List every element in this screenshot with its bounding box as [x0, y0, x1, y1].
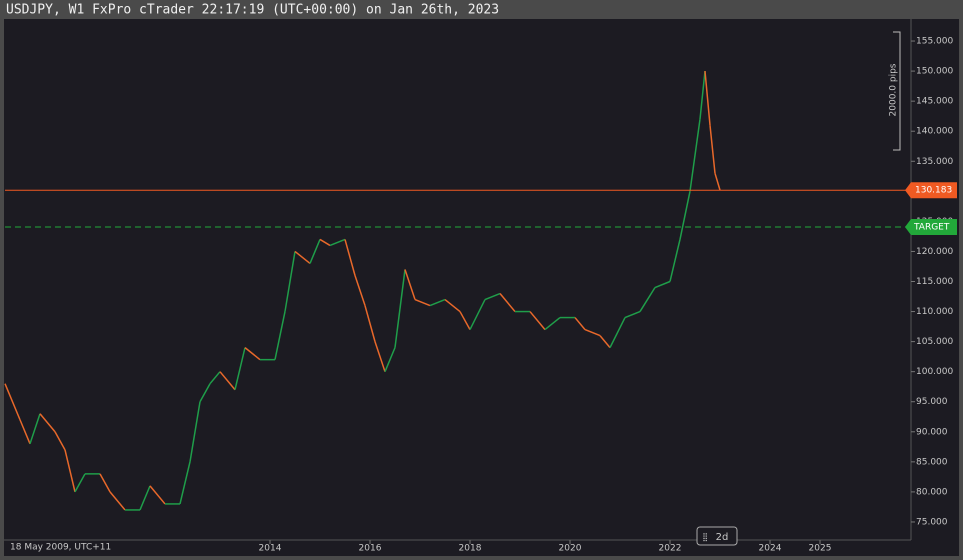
price-segment	[274, 311, 286, 360]
price-segment	[714, 173, 721, 191]
price-segment	[139, 485, 151, 511]
price-segment	[429, 298, 446, 307]
price-segment	[99, 473, 111, 493]
price-segment	[189, 401, 201, 462]
x-tick-label: 2018	[459, 544, 482, 554]
price-segment	[699, 71, 706, 120]
price-segment	[149, 485, 166, 505]
price-segment	[654, 280, 671, 289]
price-segment	[689, 119, 701, 192]
x-tick-label: 2014	[259, 544, 282, 554]
price-segment	[209, 371, 221, 385]
y-tick-label: 85.000	[916, 457, 948, 467]
y-tick-label: 105.000	[916, 337, 953, 347]
price-segment	[199, 383, 211, 403]
price-segment	[219, 371, 236, 391]
price-segment	[544, 316, 561, 331]
price-segment	[29, 413, 41, 445]
price-segment	[384, 347, 396, 372]
x-tick-label: 2022	[659, 544, 682, 554]
chart-title: USDJPY, W1 FxPro cTrader 22:17:19 (UTC+0…	[6, 3, 499, 18]
price-segment	[344, 239, 356, 276]
price-segment	[309, 239, 321, 264]
price-segment	[179, 461, 191, 505]
price-segment	[444, 298, 461, 313]
price-segment	[374, 341, 386, 372]
price-segment	[529, 311, 546, 331]
price-segment	[499, 293, 516, 313]
price-segment	[39, 413, 56, 433]
y-tick-label: 155.000	[916, 37, 953, 47]
ruler	[893, 31, 901, 151]
y-tick-label: 90.000	[916, 427, 948, 437]
price-segment	[459, 311, 471, 330]
price-segment	[609, 317, 626, 348]
price-segment	[234, 347, 246, 390]
price-segment	[54, 431, 66, 451]
price-segment	[584, 328, 601, 337]
price-segment	[404, 269, 416, 300]
y-tick-label: 135.000	[916, 157, 953, 167]
timeframe-box[interactable]	[696, 526, 738, 546]
x-tick-label: 2016	[359, 544, 382, 554]
price-segment	[704, 71, 711, 126]
current-price-tag	[905, 182, 957, 199]
price-segment	[354, 275, 366, 306]
price-segment	[329, 238, 346, 247]
y-tick-label: 100.000	[916, 367, 953, 377]
price-segment	[74, 473, 86, 493]
x-tick-label: 2025	[809, 544, 832, 554]
y-tick-label: 140.000	[916, 127, 953, 137]
target-label: TARGET	[913, 223, 950, 233]
price-segment	[624, 310, 641, 319]
y-tick-label: 110.000	[916, 307, 953, 317]
y-tick-label: 145.000	[916, 97, 953, 107]
price-segment	[4, 383, 21, 421]
price-segment	[669, 239, 681, 282]
price-segment	[109, 491, 126, 511]
price-segment	[709, 125, 716, 174]
price-segment	[599, 335, 611, 349]
price-segment	[484, 292, 501, 301]
price-segment	[414, 298, 431, 307]
price-segment	[364, 305, 376, 342]
price-segment	[394, 269, 406, 348]
price-segment	[574, 317, 586, 331]
price-segment	[639, 287, 656, 312]
price-segment	[64, 449, 76, 493]
price-segment	[19, 419, 31, 445]
y-tick-label: 150.000	[916, 67, 953, 77]
price-segment	[294, 250, 311, 265]
y-tick-label: 95.000	[916, 397, 948, 407]
plot-bg	[4, 19, 959, 556]
timeframe-label[interactable]: 2d	[716, 532, 729, 543]
target-tag	[905, 219, 957, 236]
y-tick-label: 115.000	[916, 277, 953, 287]
x-tick-label: 2024	[759, 544, 782, 554]
drag-handle[interactable]: ⣿	[702, 533, 708, 542]
y-tick-label: 120.000	[916, 247, 953, 257]
price-segment	[679, 191, 691, 240]
y-tick-label: 80.000	[916, 487, 948, 497]
price-segment	[469, 299, 486, 330]
price-segment	[244, 347, 261, 361]
current-price-label: 130.183	[915, 186, 952, 196]
y-tick-label: 75.000	[916, 517, 948, 527]
price-segment	[284, 251, 296, 312]
x-tick-label: 2020	[559, 544, 582, 554]
price-segment	[319, 238, 331, 247]
start-label: 18 May 2009, UTC+11	[10, 543, 111, 553]
ruler-label: 2000.0 pips	[889, 63, 899, 116]
